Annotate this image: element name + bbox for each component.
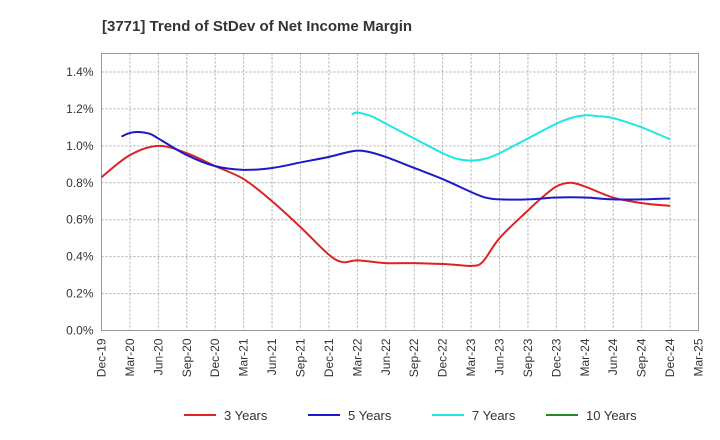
y-tick-label: 0.4% [66,250,94,264]
x-tick-label: Mar-25 [692,338,706,376]
y-tick-label: 1.4% [66,65,94,79]
x-tick-label: Jun-23 [493,338,507,375]
plot-area [101,53,699,331]
series-line-7-years [351,111,671,162]
x-tick-label: Sep-23 [521,338,535,377]
gridlines [101,53,699,331]
x-tick-label: Jun-22 [379,338,393,375]
legend-label-3-years: 3 Years [224,408,268,423]
x-tick-label: Sep-24 [635,338,649,377]
x-tick-label: Dec-22 [436,338,450,377]
x-tick-label: Jun-20 [151,338,165,375]
y-tick-label: 1.0% [66,139,94,153]
y-axis: 0.0% 0.2% 0.4% 0.6% 0.8% 1.0% 1.2% 1.4% [66,65,94,338]
x-tick-label: Mar-22 [350,338,364,376]
y-tick-label: 0.0% [66,324,94,338]
x-tick-label: Mar-23 [464,338,478,376]
series-line-5-years [120,130,671,201]
x-tick-label: Sep-21 [294,338,308,377]
x-tick-label: Mar-20 [123,338,137,376]
series-lines [100,111,671,267]
x-tick-label: Dec-21 [322,338,336,377]
x-axis: Dec-19 Mar-20 Jun-20 Sep-20 Dec-20 Mar-21 Jun-… [95,338,706,377]
chart-title: [3771] Trend of StDev of Net Income Marg… [102,18,412,35]
legend-label-5-years: 5 Years [348,408,392,423]
x-tick-label: Dec-19 [95,338,109,377]
x-tick-label: Dec-24 [663,338,677,377]
y-tick-label: 0.8% [66,176,94,190]
x-tick-label: Mar-24 [578,338,592,376]
y-tick-label: 0.6% [66,213,94,227]
x-tick-label: Dec-20 [208,338,222,377]
legend: 3 Years 5 Years 7 Years 10 Years [184,408,637,423]
x-tick-label: Sep-20 [180,338,194,377]
x-tick-label: Jun-24 [606,338,620,375]
y-tick-label: 0.2% [66,287,94,301]
y-tick-label: 1.2% [66,102,94,116]
x-tick-label: Dec-23 [549,338,563,377]
x-tick-label: Mar-21 [237,338,251,376]
x-tick-label: Jun-21 [265,338,279,375]
x-tick-label: Sep-22 [407,338,421,377]
legend-label-10-years: 10 Years [586,408,637,423]
legend-label-7-years: 7 Years [472,408,516,423]
